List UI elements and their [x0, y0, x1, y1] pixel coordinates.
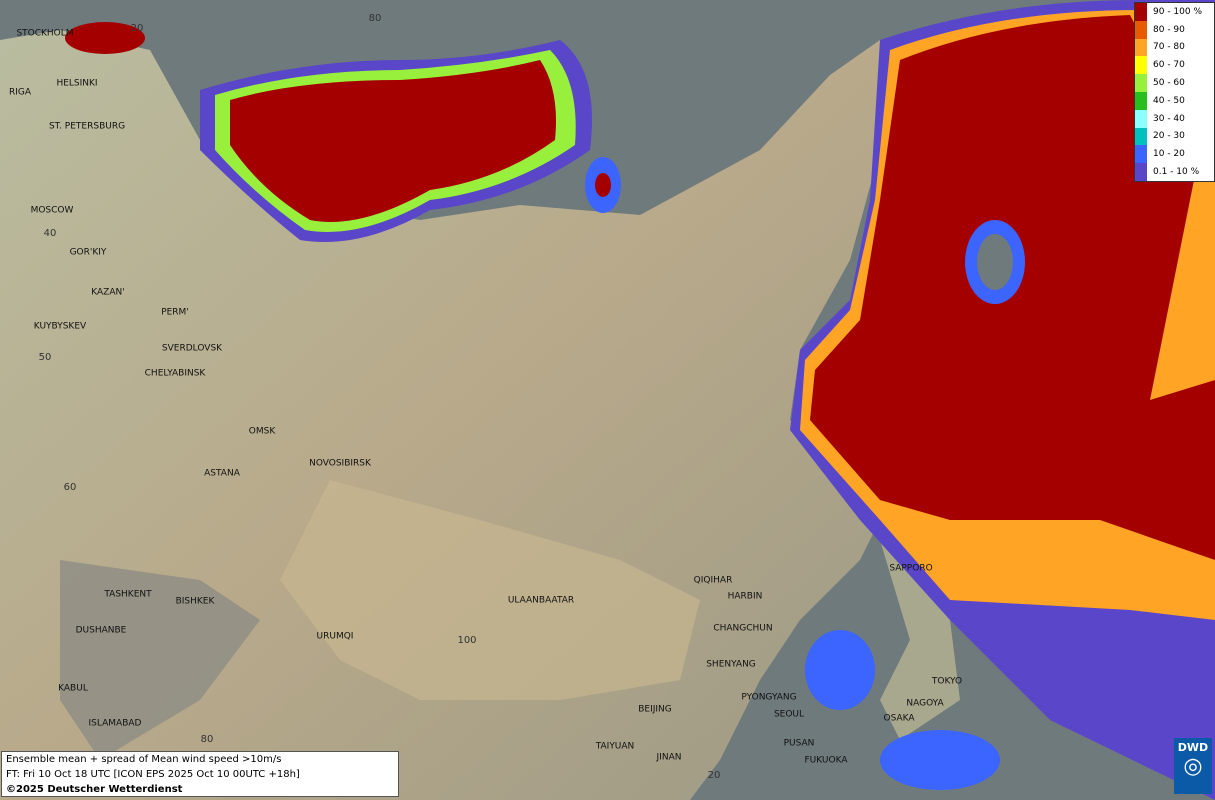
city-label: HELSINKI — [56, 79, 97, 89]
legend-item: 40 - 50 — [1135, 91, 1214, 110]
wind-area — [65, 22, 145, 54]
city-label: KAZAN' — [91, 288, 124, 298]
legend-swatch — [1135, 56, 1147, 75]
legend-swatch — [1135, 20, 1147, 39]
city-label: KABUL — [58, 684, 88, 694]
graticule-label: 40 — [44, 228, 57, 239]
city-label: CHELYABINSK — [145, 369, 207, 379]
city-label: OSAKA — [883, 714, 915, 724]
city-label: BEIJING — [638, 705, 672, 715]
logo-icon: ◎ — [1183, 754, 1203, 779]
city-label: DUSHANBE — [76, 626, 127, 636]
city-label: ISLAMABAD — [89, 719, 142, 729]
legend-label: 80 - 90 — [1153, 24, 1185, 35]
legend-label: 60 - 70 — [1153, 60, 1185, 71]
graticule-label: 50 — [39, 352, 52, 363]
city-label: PERM' — [161, 308, 189, 318]
city-label: ASTANA — [204, 469, 241, 479]
footer: Ensemble mean + spread of Mean wind spee… — [1, 751, 399, 797]
wind-area — [595, 173, 611, 197]
legend-label: 40 - 50 — [1153, 95, 1185, 106]
wind-field — [65, 0, 1215, 800]
city-label: NOVOSIBIRSK — [309, 459, 372, 469]
city-label: JINAN — [656, 753, 682, 763]
graticule-label: 100 — [457, 635, 476, 646]
city-label: SHENYANG — [706, 660, 756, 670]
legend-swatch — [1135, 3, 1147, 21]
city-label: FUKUOKA — [805, 756, 849, 766]
city-label: SAPPORO — [889, 564, 932, 574]
city-label: STOCKHOLM — [16, 29, 73, 39]
legend-label: 30 - 40 — [1153, 113, 1185, 124]
legend-swatch — [1135, 163, 1147, 181]
legend-swatch — [1135, 38, 1147, 57]
city-label: QIQIHAR — [694, 576, 733, 586]
wind-area — [880, 730, 1000, 790]
city-label: TAIYUAN — [595, 742, 635, 752]
wind-area — [230, 60, 556, 222]
legend-item: 50 - 60 — [1135, 74, 1214, 92]
city-label: ST. PETERSBURG — [49, 122, 125, 132]
legend-item: 30 - 40 — [1135, 109, 1214, 128]
city-label: PUSAN — [784, 739, 815, 749]
city-label: HARBIN — [728, 592, 763, 602]
legend-item: 10 - 20 — [1135, 145, 1214, 164]
logo: DWD ◎ — [1174, 738, 1212, 794]
city-label: ULAANBAATAR — [508, 596, 574, 606]
city-label: URUMQI — [317, 632, 354, 642]
graticule-label: 80 — [201, 734, 214, 745]
logo-text: DWD — [1177, 741, 1209, 754]
mountains — [60, 560, 260, 760]
city-label: SVERDLOVSK — [162, 344, 223, 354]
legend-item: 0.1 - 10 % — [1135, 163, 1214, 181]
city-label: OMSK — [249, 427, 277, 437]
legend-item: 90 - 100 % — [1135, 3, 1214, 21]
legend-label: 0.1 - 10 % — [1153, 167, 1200, 178]
city-label: MOSCOW — [31, 206, 74, 216]
legend: 90 - 100 % 80 - 90 70 - 80 60 - 70 50 - 60 40… — [1134, 2, 1215, 182]
city-label: BISHKEK — [176, 597, 216, 607]
wind-area — [977, 234, 1013, 290]
legend-item: 60 - 70 — [1135, 56, 1214, 75]
legend-swatch — [1135, 74, 1147, 92]
graticule-label: 20 — [131, 23, 144, 34]
legend-item: 80 - 90 — [1135, 20, 1214, 39]
graticule-label: 20 — [708, 770, 721, 781]
city-label: PYONGYANG — [741, 693, 796, 703]
city-label: NAGOYA — [906, 699, 944, 709]
legend-swatch — [1135, 127, 1147, 146]
legend-label: 90 - 100 % — [1153, 6, 1203, 17]
graticule-label: 60 — [64, 482, 77, 493]
footer-line: Ensemble mean + spread of Mean wind spee… — [6, 754, 282, 765]
legend-swatch — [1135, 145, 1147, 164]
footer-line: FT: Fri 10 Oct 18 UTC [ICON EPS 2025 Oct… — [6, 769, 300, 780]
city-label: GOR'KIY — [70, 248, 107, 258]
legend-label: 50 - 60 — [1153, 78, 1185, 89]
legend-swatch — [1135, 109, 1147, 128]
labels: STOCKHOLM HELSINKI RIGA ST. PETERSBURG MOSCO… — [9, 13, 962, 781]
desert — [280, 480, 700, 700]
graticule-label: 80 — [369, 13, 382, 24]
legend-label: 70 - 80 — [1153, 42, 1185, 53]
legend-label: 10 - 20 — [1153, 149, 1185, 160]
city-label: TOKYO — [931, 677, 962, 687]
legend-label: 20 - 30 — [1153, 131, 1185, 142]
city-label: RIGA — [9, 88, 32, 98]
legend-item: 70 - 80 — [1135, 38, 1214, 57]
legend-swatch — [1135, 91, 1147, 110]
footer-line: ©2025 Deutscher Wetterdienst — [6, 784, 183, 795]
city-label: TASHKENT — [103, 590, 152, 600]
legend-item: 20 - 30 — [1135, 127, 1214, 146]
city-label: KUYBYSKEV — [34, 322, 87, 332]
city-label: CHANGCHUN — [713, 624, 772, 634]
city-label: SEOUL — [774, 710, 804, 720]
wind-area — [805, 630, 875, 710]
